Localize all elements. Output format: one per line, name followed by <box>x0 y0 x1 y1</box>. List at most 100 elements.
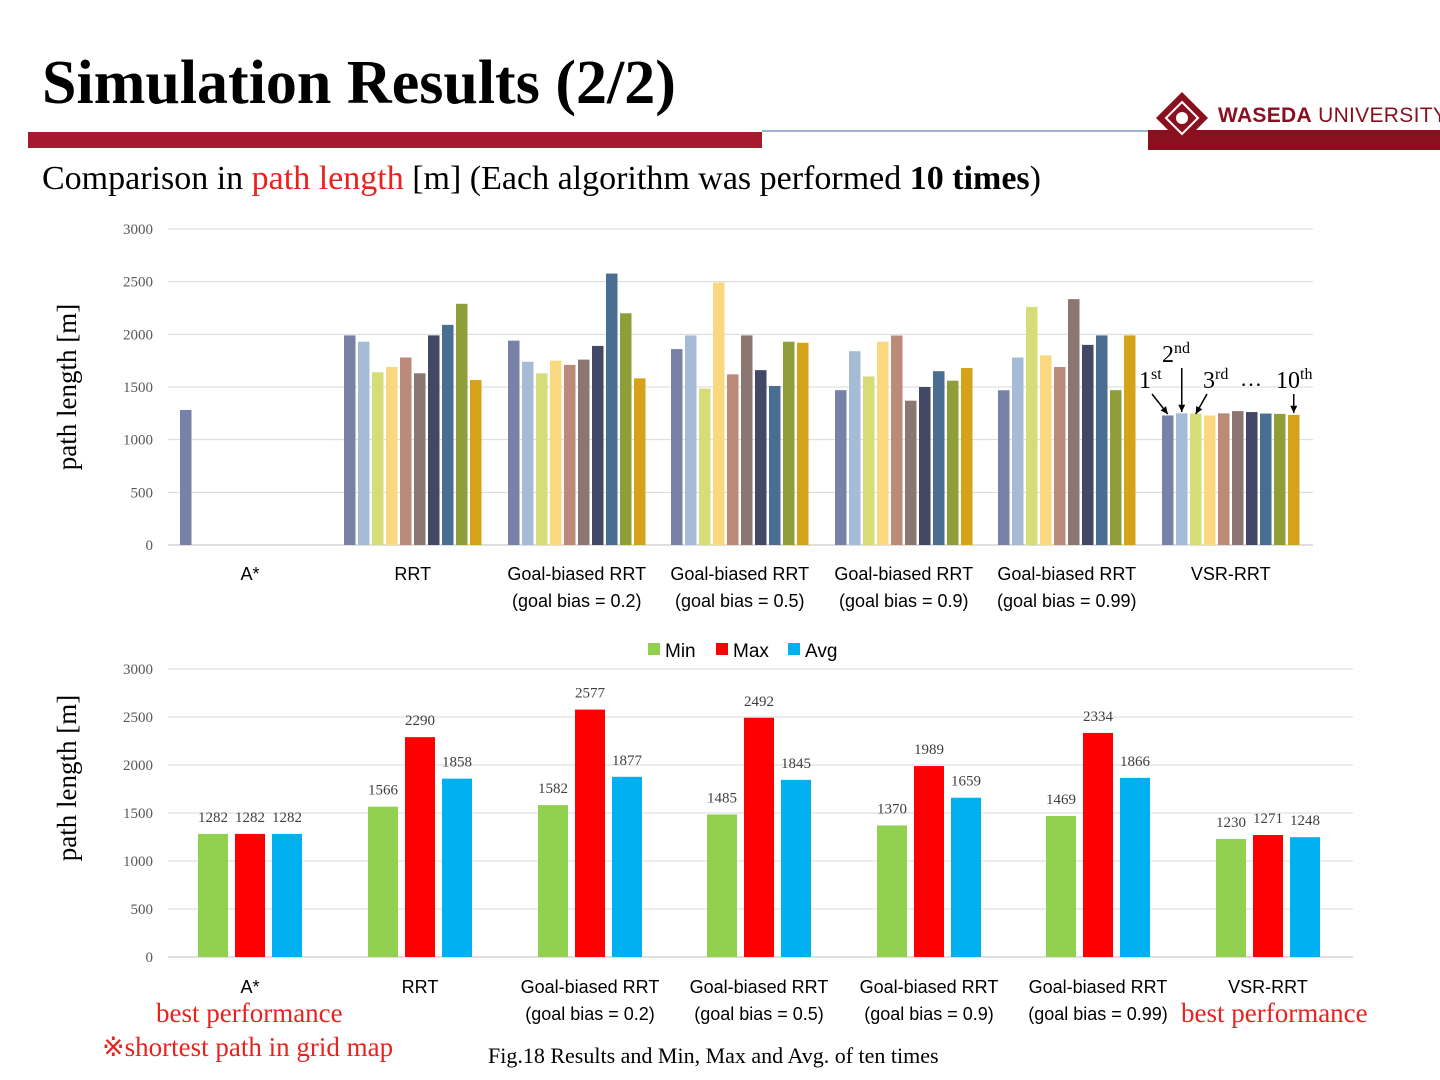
arrow-10th-head <box>1290 405 1298 413</box>
x-tick-label: A* <box>240 977 259 997</box>
data-label: 1845 <box>781 756 811 772</box>
bar-run <box>1190 413 1202 545</box>
bar-run <box>1124 335 1136 545</box>
bar-run <box>919 387 931 545</box>
bar-run <box>1260 413 1272 545</box>
bar-run <box>456 303 468 545</box>
y-tick-label: 0 <box>146 950 154 966</box>
bar-run <box>1204 415 1216 545</box>
y-tick-label: 2500 <box>123 710 153 726</box>
bar-run <box>961 368 973 545</box>
bar-run <box>849 351 861 545</box>
bar-run <box>741 335 753 545</box>
waseda-logo-icon <box>1156 92 1208 144</box>
bar-min <box>198 833 228 957</box>
bar-run <box>400 357 412 545</box>
y-tick-label: 3000 <box>123 662 153 678</box>
data-label: 1248 <box>1290 813 1320 829</box>
slide-title: Simulation Results (2/2) <box>42 49 676 117</box>
data-label: 1866 <box>1120 754 1151 770</box>
bar-run <box>671 349 683 545</box>
x-tick-label: Goal-biased RRT <box>1029 977 1168 997</box>
bar-run <box>947 380 959 545</box>
bar-run <box>727 374 739 545</box>
bar-run <box>428 335 440 545</box>
legend-label: Min <box>665 641 696 662</box>
bar-avg <box>951 797 981 957</box>
y-tick-label: 2000 <box>123 327 153 343</box>
x-tick-label-line2: (goal bias = 0.5) <box>675 591 805 611</box>
bar-run <box>783 341 795 545</box>
bar-run <box>1176 413 1188 545</box>
bar-avg <box>272 833 302 957</box>
data-label: 1282 <box>235 810 265 826</box>
bar-min <box>538 805 568 957</box>
data-label: 1230 <box>1216 815 1246 831</box>
bar-run <box>1054 366 1066 545</box>
bar-run <box>933 371 945 545</box>
legend-label: Max <box>733 641 769 662</box>
annotation-ellipsis: … <box>1240 366 1262 391</box>
bar-run <box>891 335 903 545</box>
annotation-3rd: 3rd <box>1203 366 1228 394</box>
x-tick-label-line2: (goal bias = 0.99) <box>997 591 1137 611</box>
bar-run <box>905 400 917 545</box>
x-tick-label: Goal-biased RRT <box>860 977 999 997</box>
title-underline-thin <box>762 130 1150 132</box>
title-underline-red <box>28 132 762 148</box>
bar-max <box>744 717 774 957</box>
x-tick-label: Goal-biased RRT <box>997 564 1136 584</box>
y-tick-label: 1500 <box>123 380 153 396</box>
bar-run <box>1068 299 1080 545</box>
bar-avg <box>612 776 642 957</box>
data-label: 1566 <box>368 783 399 799</box>
bar-run <box>685 335 697 545</box>
x-tick-label: VSR-RRT <box>1228 977 1308 997</box>
logo-band <box>1148 130 1440 150</box>
bar-run <box>1232 411 1244 545</box>
bar-max <box>235 833 265 957</box>
bar-run <box>550 360 562 545</box>
bar-max <box>1083 732 1113 957</box>
data-label: 1485 <box>707 790 737 806</box>
bar-run <box>606 273 618 545</box>
bar-run <box>769 385 781 545</box>
note-vsr-best: best performance <box>1181 998 1368 1028</box>
y-tick-label: 1000 <box>123 854 153 870</box>
bar-avg <box>1120 777 1150 957</box>
bar-run <box>797 342 809 545</box>
data-label: 1469 <box>1046 792 1076 808</box>
bar-run <box>1026 306 1038 545</box>
y-tick-label: 500 <box>131 902 154 918</box>
bar-run <box>470 380 482 545</box>
data-label: 1282 <box>198 810 228 826</box>
bar-run <box>863 376 875 545</box>
bar-run <box>1082 344 1094 545</box>
bar-run <box>564 364 576 545</box>
x-tick-label: A* <box>240 564 259 584</box>
bar-run <box>1246 412 1258 545</box>
data-label: 1370 <box>877 801 907 817</box>
data-label: 1858 <box>442 755 472 771</box>
y-tick-label: 1000 <box>123 433 153 449</box>
x-tick-label: VSR-RRT <box>1191 564 1271 584</box>
bar-run <box>522 361 534 545</box>
bar-min <box>707 814 737 957</box>
bar-avg <box>442 778 472 957</box>
bar-max <box>575 709 605 957</box>
x-tick-label: Goal-biased RRT <box>690 977 829 997</box>
data-label: 1282 <box>272 810 302 826</box>
x-tick-label: RRT <box>394 564 431 584</box>
x-tick-label: Goal-biased RRT <box>521 977 660 997</box>
bar-run <box>699 388 711 545</box>
x-tick-label-line2: (goal bias = 0.2) <box>525 1004 655 1024</box>
x-tick-label: Goal-biased RRT <box>507 564 646 584</box>
legend-swatch <box>788 643 800 655</box>
bar-min <box>1216 838 1246 957</box>
bar-run <box>1012 357 1024 545</box>
arrow-1st-head <box>1160 406 1168 414</box>
data-label: 1877 <box>612 753 643 769</box>
x-tick-label: Goal-biased RRT <box>670 564 809 584</box>
data-label: 1989 <box>914 742 944 758</box>
y-axis-title: path length [m] <box>52 695 82 861</box>
